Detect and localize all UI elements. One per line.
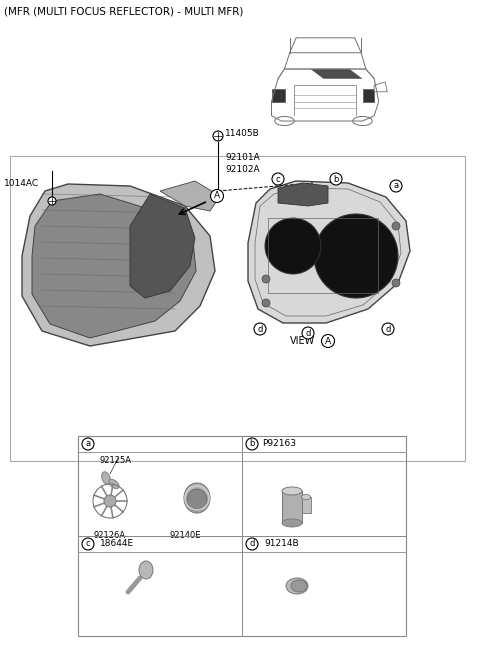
Ellipse shape [102,472,110,484]
Circle shape [254,323,266,335]
Circle shape [265,218,321,274]
Text: a: a [394,182,398,190]
Text: 92101A: 92101A [225,154,260,163]
Text: d: d [257,325,263,333]
Polygon shape [311,69,362,79]
Circle shape [314,214,398,298]
Circle shape [82,438,94,450]
Text: d: d [305,329,311,337]
Polygon shape [272,89,285,102]
Text: (MFR (MULTI FOCUS REFLECTOR) - MULTI MFR): (MFR (MULTI FOCUS REFLECTOR) - MULTI MFR… [4,7,243,17]
Text: c: c [86,539,90,548]
Ellipse shape [301,495,311,499]
Polygon shape [22,184,215,346]
Text: 92102A: 92102A [225,165,260,173]
Ellipse shape [291,580,307,592]
Bar [302,497,311,513]
Text: 11405B: 11405B [225,129,260,138]
Circle shape [382,323,394,335]
Text: 1014AC: 1014AC [4,178,39,188]
Bar [78,436,406,636]
Circle shape [392,222,400,230]
Circle shape [390,180,402,192]
Ellipse shape [282,519,302,527]
Text: 92125A: 92125A [100,456,132,465]
Bar [10,156,465,461]
Circle shape [104,495,116,507]
Text: P92163: P92163 [262,440,296,449]
Polygon shape [278,183,328,206]
Text: d: d [249,539,255,548]
Circle shape [262,275,270,283]
Text: c: c [276,174,280,184]
Circle shape [211,190,224,203]
Bar [268,218,378,293]
Bar [282,491,302,523]
Polygon shape [374,82,387,92]
Circle shape [272,173,284,185]
Polygon shape [160,181,220,211]
Text: VIEW: VIEW [290,336,315,346]
Polygon shape [32,194,196,338]
Ellipse shape [187,489,207,511]
Polygon shape [248,181,410,323]
Polygon shape [362,89,374,102]
Ellipse shape [109,480,119,489]
Circle shape [246,438,258,450]
Text: 92140E: 92140E [170,531,202,540]
Circle shape [322,335,335,348]
Circle shape [262,299,270,307]
Ellipse shape [139,561,153,579]
Circle shape [302,327,314,339]
Circle shape [330,173,342,185]
Polygon shape [130,194,195,298]
Circle shape [213,131,223,141]
Ellipse shape [282,487,302,495]
Circle shape [246,538,258,550]
Circle shape [392,279,400,287]
Text: d: d [385,325,391,333]
Text: a: a [85,440,91,449]
Circle shape [48,197,56,205]
Text: A: A [325,337,331,346]
Text: b: b [249,440,255,449]
Circle shape [82,538,94,550]
Ellipse shape [184,483,210,513]
Text: 92126A: 92126A [93,531,125,540]
Text: b: b [333,174,339,184]
Text: 91214B: 91214B [264,539,299,548]
Text: A: A [214,192,220,201]
Text: 18644E: 18644E [100,539,134,548]
Ellipse shape [286,578,308,594]
